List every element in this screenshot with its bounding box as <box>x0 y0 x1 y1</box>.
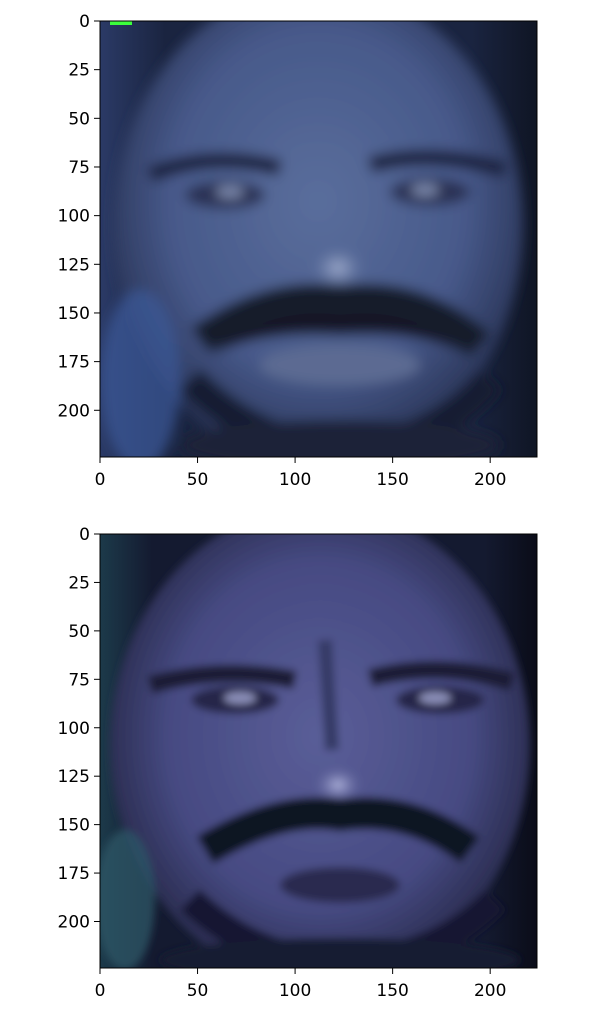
y-tick-label-top: 175 <box>58 353 90 373</box>
y-tick-label-top: 125 <box>58 255 90 275</box>
y-tick-label-bottom: 0 <box>79 525 90 545</box>
face-image-top <box>100 21 537 457</box>
x-tick-label-top: 0 <box>95 470 106 490</box>
y-tick-label-bottom: 75 <box>68 670 90 690</box>
x-tick-label-top: 100 <box>279 470 311 490</box>
image-panel-top: 0 50 100 150 200 0 25 50 75 100 125 150 175 200 <box>58 12 538 490</box>
x-tick-label-bottom: 0 <box>95 981 106 1001</box>
y-tick-label-bottom: 175 <box>58 864 90 884</box>
x-tick-label-bottom: 100 <box>279 981 311 1001</box>
y-tick-label-top: 100 <box>58 207 90 227</box>
y-tick-label-top: 0 <box>79 12 90 32</box>
x-tick-label-top: 50 <box>187 470 209 490</box>
marker-line <box>110 21 132 25</box>
image-panel-bottom: 0 50 100 150 200 0 25 50 75 100 125 150 175 200 <box>58 525 538 1001</box>
x-tick-label-bottom: 50 <box>187 981 209 1001</box>
y-tick-label-bottom: 25 <box>68 573 90 593</box>
y-tick-label-bottom: 100 <box>58 719 90 739</box>
axes-frame-bottom <box>99 533 538 969</box>
axes-frame-top <box>99 20 538 458</box>
y-tick-label-bottom: 50 <box>68 622 90 642</box>
x-tick-label-bottom: 200 <box>474 981 506 1001</box>
y-tick-label-top: 50 <box>68 109 90 129</box>
ticks-top: 0 50 100 150 200 0 25 50 75 100 125 150 175 200 <box>58 12 507 490</box>
face-image-bottom <box>100 534 537 968</box>
y-tick-label-bottom: 125 <box>58 767 90 787</box>
x-tick-label-top: 150 <box>376 470 408 490</box>
y-tick-label-top: 75 <box>68 158 90 178</box>
y-tick-label-top: 150 <box>58 304 90 324</box>
ticks-bottom: 0 50 100 150 200 0 25 50 75 100 125 150 175 200 <box>58 525 507 1001</box>
y-tick-label-bottom: 200 <box>58 913 90 933</box>
y-tick-label-top: 25 <box>68 61 90 81</box>
y-tick-label-bottom: 150 <box>58 816 90 836</box>
y-tick-label-top: 200 <box>58 401 90 421</box>
x-tick-label-bottom: 150 <box>376 981 408 1001</box>
x-tick-label-top: 200 <box>474 470 506 490</box>
